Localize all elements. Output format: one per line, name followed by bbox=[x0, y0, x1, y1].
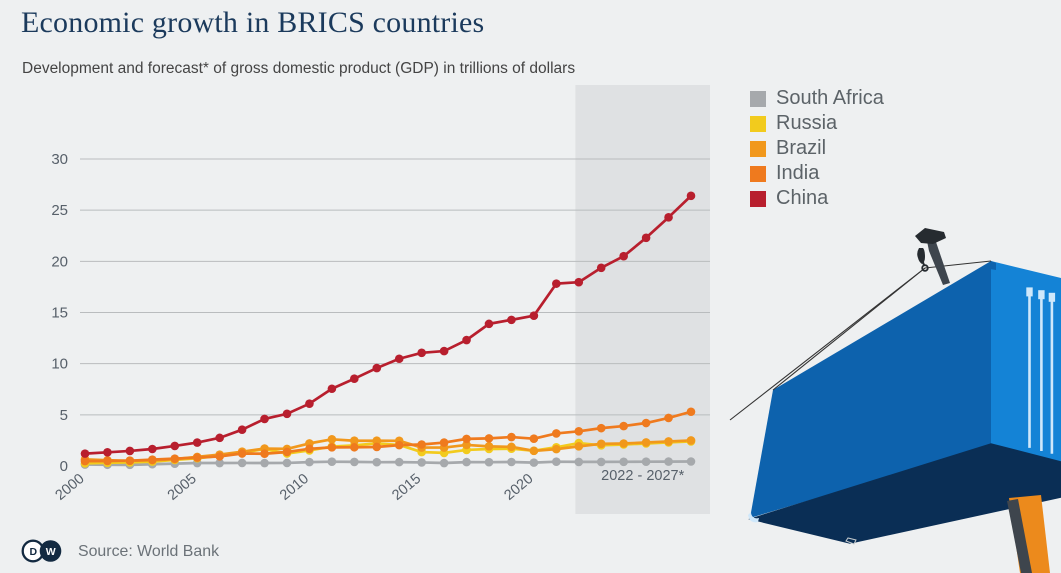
svg-text:20: 20 bbox=[51, 253, 68, 270]
svg-text:2005: 2005 bbox=[165, 471, 200, 504]
svg-text:2015: 2015 bbox=[389, 471, 424, 504]
svg-text:5: 5 bbox=[60, 407, 68, 424]
svg-text:15: 15 bbox=[51, 305, 68, 322]
svg-text:0: 0 bbox=[60, 458, 68, 475]
svg-text:2022 - 2027*: 2022 - 2027* bbox=[601, 468, 684, 484]
svg-text:2020: 2020 bbox=[501, 471, 536, 504]
svg-text:2010: 2010 bbox=[277, 471, 312, 504]
svg-text:2000: 2000 bbox=[53, 471, 88, 504]
svg-text:25: 25 bbox=[51, 202, 68, 219]
svg-text:10: 10 bbox=[51, 356, 68, 373]
svg-text:30: 30 bbox=[51, 151, 68, 168]
